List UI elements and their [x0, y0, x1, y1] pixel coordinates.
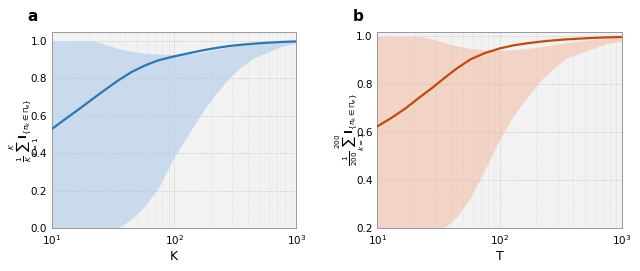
- Y-axis label: $\frac{1}{K}\sum_{k=1}^{K}\mathbf{I}_{\{\pi_k\in\Pi_e\}}$: $\frac{1}{K}\sum_{k=1}^{K}\mathbf{I}_{\{…: [8, 98, 42, 162]
- Y-axis label: $\frac{1}{200}\sum_{k=1}^{200}\mathbf{I}_{\{\pi_k\in\Pi_e\}}$: $\frac{1}{200}\sum_{k=1}^{200}\mathbf{I}…: [334, 93, 367, 166]
- X-axis label: T: T: [496, 250, 504, 263]
- Text: a: a: [28, 9, 38, 24]
- Text: b: b: [353, 9, 364, 24]
- X-axis label: K: K: [170, 250, 178, 263]
